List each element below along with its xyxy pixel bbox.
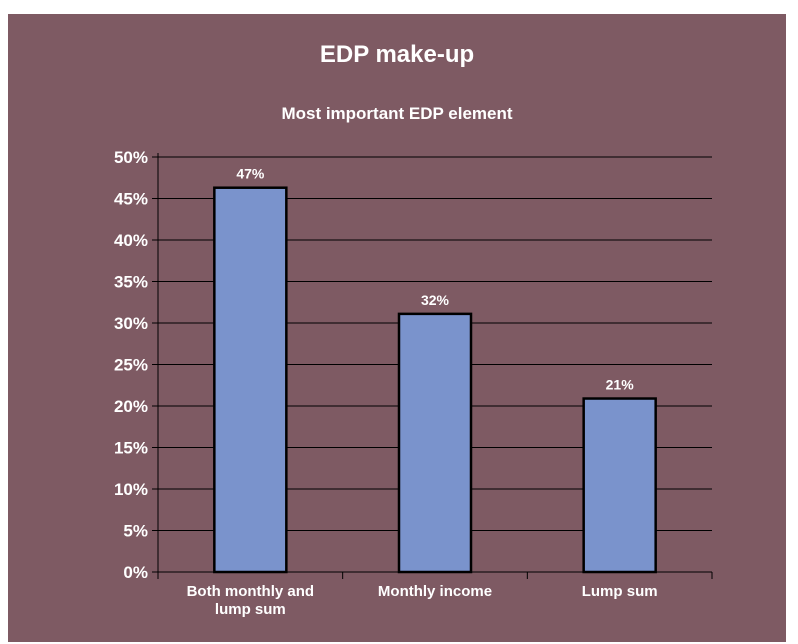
y-tick-label: 15%: [114, 439, 148, 458]
y-tick-label: 25%: [114, 356, 148, 375]
chart-title: EDP make-up: [320, 41, 474, 68]
bar-layer: [213, 186, 657, 574]
y-tick-label: 50%: [114, 148, 148, 167]
y-tick-label: 10%: [114, 480, 148, 499]
chart-subtitle: Most important EDP element: [281, 104, 512, 123]
y-tick-label: 0%: [123, 563, 148, 582]
x-category-label: Monthly income: [378, 583, 492, 600]
y-tick-label: 30%: [114, 314, 148, 333]
data-label: 21%: [606, 377, 635, 393]
y-tick-label: 35%: [114, 273, 148, 292]
x-category-label: Both monthly and: [187, 583, 315, 600]
x-category-label: Lump sum: [582, 583, 658, 600]
chart-frame: EDP make-up Most important EDP element 0…: [8, 14, 786, 642]
y-tick-label: 20%: [114, 397, 148, 416]
y-tick-label: 40%: [114, 231, 148, 250]
x-category-label: lump sum: [215, 601, 286, 618]
data-label: 47%: [236, 166, 265, 182]
bar: [582, 397, 657, 574]
bar: [397, 312, 473, 574]
y-tick-label: 45%: [114, 190, 148, 209]
data-label: 32%: [421, 292, 450, 308]
bar-chart: EDP make-up Most important EDP element 0…: [114, 41, 713, 618]
y-tick-label: 5%: [123, 522, 148, 541]
bar: [213, 186, 288, 574]
